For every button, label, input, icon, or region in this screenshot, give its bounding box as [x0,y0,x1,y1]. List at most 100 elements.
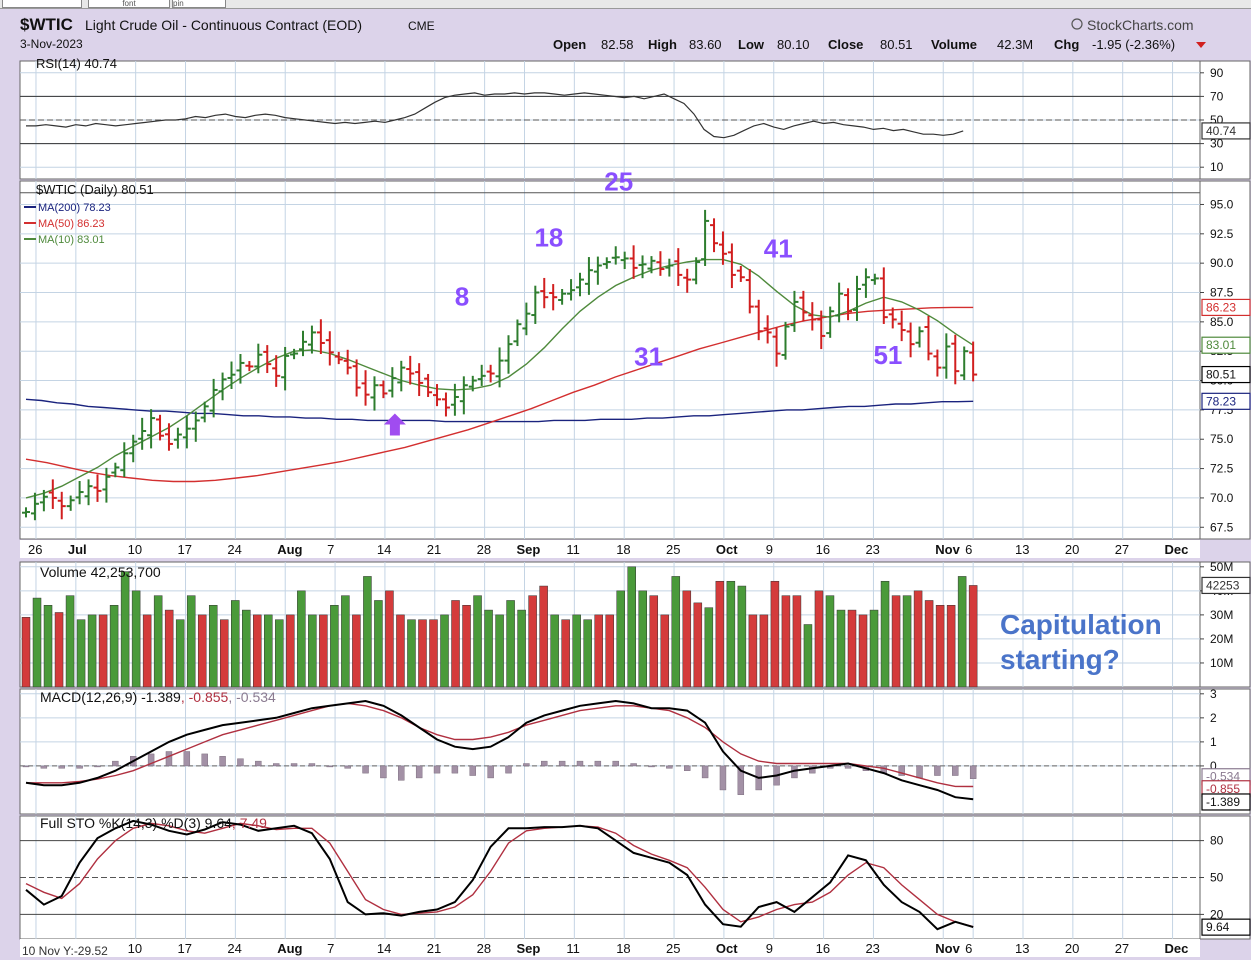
ohlc-bar [111,462,120,478]
volume-panel: 50M40M30M20M10M42253 [19,560,1251,688]
legend-ma200: MA(200) 78.23 [38,202,111,214]
volume-bar [726,580,736,688]
price-axis-tick-label: 87.5 [1210,286,1234,300]
macd-hist-bar [844,765,852,769]
volume-bar [43,605,53,688]
macd-hist-bar [40,765,48,769]
macd-hist-bar [451,765,459,774]
ohlc-bar [522,302,531,336]
macd-hist-bar [505,765,512,774]
volume-bar [197,614,207,688]
ohlc-bar [66,495,75,511]
ohlc-bar [102,467,111,503]
ohlc-bar [817,310,826,350]
volume-bar [186,595,196,688]
date-tick-label: 25 [666,542,680,557]
ohlc-bar [388,367,397,398]
ohlc-bar [200,401,209,423]
ohlc-bar [290,348,299,360]
ohlc-bar [531,285,540,324]
ohlc-bar [808,302,817,331]
date-tick-label: 21 [427,941,441,956]
volume-bar [803,624,813,688]
ohlc-bar [75,481,84,505]
date-tick-label: Aug [277,542,302,557]
date-tick-label: Nov [935,542,960,557]
ohlc-bar [969,341,978,382]
high-label: High [648,37,677,52]
ohlc-bar [379,380,388,399]
volume-bar [385,590,394,688]
volume-bar [462,605,471,688]
volume-bar [231,600,240,688]
volume-axis-tick-label: 50M [1210,560,1233,574]
symbol-title: $WTIC [20,15,73,34]
volume-bar [638,590,647,688]
macd-hist-bar [380,765,387,779]
top-toolbar: font pin [0,0,1251,9]
volume-bar [792,595,802,688]
volume-bar [308,614,317,688]
ohlc-bar [745,269,754,314]
volume-bar [484,609,493,688]
ohlc-bar [593,256,602,285]
ohlc-bar [835,282,844,323]
ohlc-bar [558,288,567,305]
ohlc-bar [227,361,236,389]
price-title: $WTIC (Daily) 80.51 [36,182,154,197]
toolbar-field-2[interactable]: font [88,0,170,8]
ma200-last-badge-label: 78.23 [1206,394,1236,408]
date-tick-label: 18 [616,542,630,557]
ohlc-bar [540,277,549,309]
date-tick-label: Oct [716,941,738,956]
date-tick-label: 16 [816,941,830,956]
up-arrow-icon [383,413,406,436]
date-tick-label: 20 [1065,941,1079,956]
ohlc-bar [513,319,522,347]
volume-bar [76,619,86,688]
macd-hist-bar [523,763,530,767]
volume-bar [594,614,603,688]
volume-bar [759,614,769,688]
date-axis-bottom: 10 17 24 Aug 7 14 21 28 Sep 11 18 25 Oct 9 16 23 Nov 6 13 2… [20,939,1200,957]
ohlc-bar [370,376,379,411]
watermark: StockCharts.com [1087,17,1194,33]
sto-last-badge-box [1201,918,1251,936]
date-tick-label: 17 [178,941,192,956]
volume-bar [242,609,251,688]
volume-bar [539,585,548,688]
macd-hist-bar [201,753,208,767]
ohlc-bar [93,474,102,502]
toolbar-field-3[interactable]: pin [172,0,226,8]
ohlc-bar [665,258,674,277]
down-triangle-icon [1196,42,1206,48]
macd-hist-bar [612,760,619,767]
ohlc-bar [325,331,334,366]
macd-hist-bar [719,765,727,791]
rsi-axis-tick-label: 70 [1210,89,1224,103]
price-axis-tick-label: 90.0 [1210,256,1234,270]
ohlc-bar [459,376,468,415]
macd-last-badge-box [1201,793,1251,811]
volume-bar [264,614,273,688]
volume-bar [297,590,306,688]
toolbar-field-1[interactable] [2,0,82,8]
right-axis-strip [1199,815,1251,940]
volume-bar [561,619,570,688]
chg-label: Chg [1054,37,1079,52]
volume-bar [869,609,879,688]
price-axis-tick-label: 67.5 [1210,520,1234,534]
macd-line [25,699,974,801]
volume-bar [583,619,592,688]
ohlc-bar [191,411,200,442]
macd-hist-bar [594,760,602,767]
ohlc-bar [397,360,406,392]
macd-hist-bar [737,765,745,795]
ohlc-bar [638,255,647,279]
volume-bar [208,605,218,688]
date-tick-label: 28 [477,941,491,956]
date-tick-label: 17 [178,542,192,557]
volume-bar [913,590,923,688]
date-tick-label: Sep [517,542,541,557]
ma200-line-scaled [25,398,974,423]
